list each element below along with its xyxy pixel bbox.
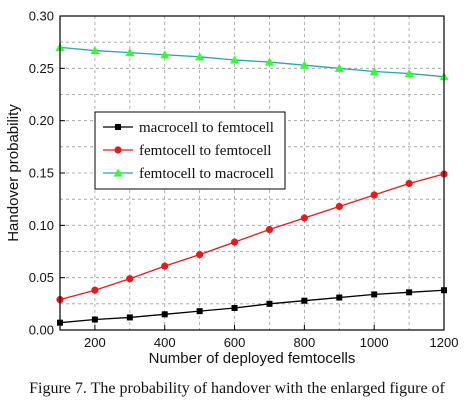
data-point — [334, 63, 344, 72]
data-point — [230, 238, 239, 246]
x-tick-label: 200 — [84, 335, 106, 350]
x-tick-label: 1000 — [360, 335, 389, 350]
data-point — [91, 286, 99, 294]
series-0 — [57, 287, 447, 326]
data-point — [406, 289, 413, 296]
data-point — [125, 48, 135, 57]
data-point — [195, 52, 205, 61]
data-point — [299, 60, 309, 69]
legend-marker — [114, 146, 122, 154]
data-point — [196, 308, 203, 315]
legend-marker — [113, 168, 123, 177]
y-tick-label: 0.30 — [29, 9, 54, 24]
legend-label: femtocell to femtocell — [139, 143, 271, 159]
data-point — [370, 191, 378, 199]
data-point — [196, 251, 204, 259]
data-point — [230, 55, 240, 64]
y-tick-label: 0.05 — [29, 270, 54, 285]
figure-caption: Figure 7. The probability of handover wi… — [29, 380, 445, 397]
data-point — [265, 225, 274, 234]
legend: macrocell to femtocell femtocell to femto… — [94, 111, 286, 190]
data-point — [264, 57, 274, 66]
series-line — [59, 46, 445, 78]
y-tick-label: 0.25 — [29, 61, 54, 76]
y-axis-title: Handover probability — [5, 104, 22, 242]
data-point — [369, 66, 379, 76]
y-tick-label: 0.15 — [29, 166, 54, 181]
legend-label: femtocell to macrocell — [139, 166, 274, 182]
data-point — [371, 291, 378, 298]
data-point — [231, 305, 238, 312]
data-point — [301, 297, 308, 304]
handover-probability-chart: 200 400 600 800 1000 1200 0.00 0.05 0.10 0.15 0.20… — [5, 9, 459, 368]
series-2 — [55, 42, 449, 81]
data-point — [405, 179, 413, 188]
y-tick-label: 0.10 — [29, 218, 54, 233]
series-1 — [56, 170, 448, 304]
legend-marker — [115, 124, 121, 130]
data-point — [126, 314, 133, 321]
data-point — [404, 69, 414, 78]
data-point — [161, 311, 168, 318]
data-point — [90, 46, 100, 55]
legend-label: macrocell to femtocell — [139, 120, 274, 136]
x-tick-label: 400 — [154, 335, 176, 350]
data-point — [336, 294, 343, 301]
data-point — [161, 262, 169, 270]
data-point — [300, 214, 308, 222]
x-tick-label: 800 — [294, 335, 316, 350]
series-line — [59, 289, 445, 324]
data-point — [160, 50, 170, 59]
axis-ticks: 200 400 600 800 1000 1200 0.00 0.05 0.10 0.15 0.20… — [29, 9, 459, 351]
data-point — [126, 275, 134, 283]
x-tick-label: 600 — [224, 335, 246, 350]
data-point — [266, 300, 273, 307]
y-tick-label: 0.00 — [29, 323, 54, 338]
x-tick-label: 1200 — [430, 335, 459, 350]
data-point — [91, 316, 98, 323]
series-line — [59, 173, 445, 301]
x-axis-title: Number of deployed femtocells — [149, 350, 356, 367]
y-tick-label: 0.20 — [29, 113, 54, 128]
data-point — [335, 202, 343, 211]
